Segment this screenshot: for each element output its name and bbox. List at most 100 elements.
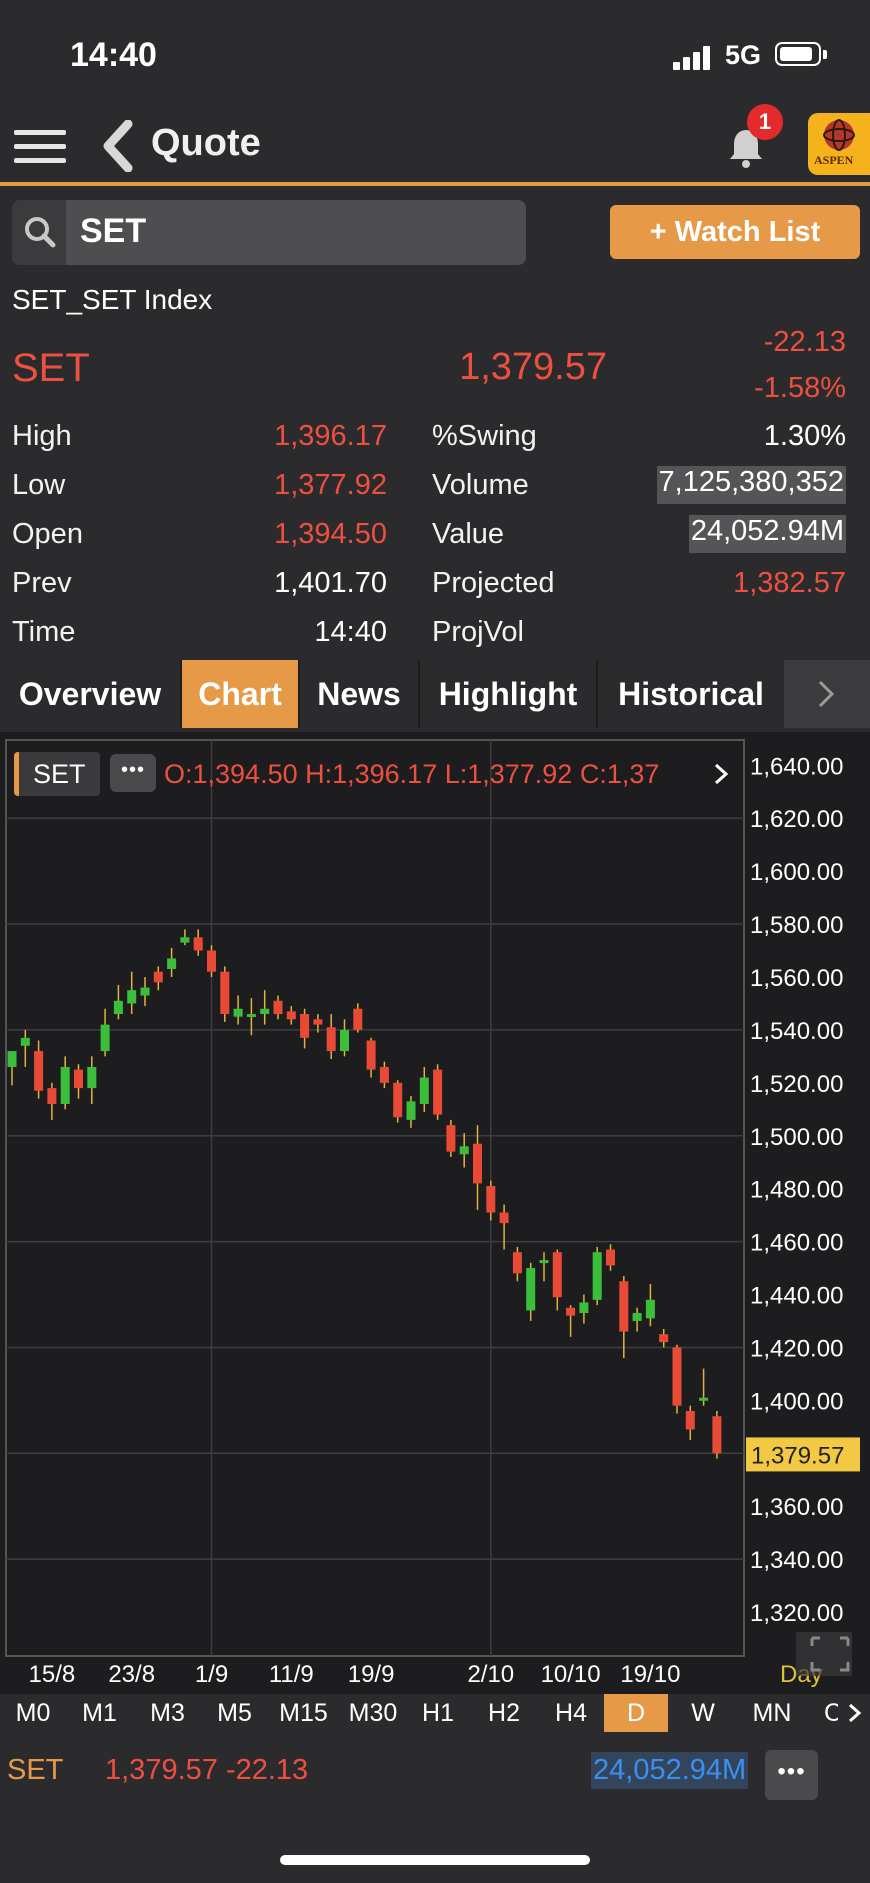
candle-body <box>393 1082 403 1118</box>
status-bar: 14:40 5G <box>0 0 870 110</box>
y-tick-label: 1,480.00 <box>750 1177 843 1204</box>
stat-label-projvol: ProjVol <box>432 616 524 648</box>
candle-body <box>60 1066 70 1104</box>
candle-body <box>220 971 230 1015</box>
x-tick-label: 19/9 <box>348 1661 395 1688</box>
x-tick-label: 1/9 <box>195 1661 228 1688</box>
plot-frame <box>5 739 745 1657</box>
candle-body <box>207 950 216 972</box>
candle-body <box>419 1077 429 1104</box>
candle-body <box>273 1000 283 1015</box>
stat-value-prev: 1,401.70 <box>274 567 387 599</box>
candle-body <box>366 1040 376 1070</box>
chart-legend-more-button[interactable]: ••• <box>110 754 156 792</box>
tab-bar: Overview Chart News Highlight Historical <box>0 660 870 728</box>
battery-tip <box>823 50 827 59</box>
period-m5[interactable]: M5 <box>217 1699 252 1727</box>
period-d[interactable]: D <box>604 1694 668 1732</box>
candle-body <box>34 1051 44 1091</box>
candle-body <box>672 1347 682 1406</box>
y-tick-label: 1,600.00 <box>750 859 843 886</box>
stat-value-projected: 1,382.57 <box>733 567 846 599</box>
symbol-label: SET <box>12 346 90 390</box>
stat-label-volume: Volume <box>432 469 529 501</box>
y-tick-label: 1,320.00 <box>750 1600 843 1627</box>
candle-body <box>552 1252 562 1298</box>
tab-historical[interactable]: Historical <box>598 660 784 728</box>
stat-value-high: 1,396.17 <box>274 420 387 452</box>
home-indicator[interactable] <box>280 1855 590 1865</box>
bell-icon[interactable] <box>722 124 770 172</box>
candle-body <box>619 1281 629 1332</box>
candle-body <box>499 1212 509 1224</box>
tabs-scroll-right[interactable] <box>784 660 870 728</box>
period-h4[interactable]: H4 <box>555 1699 587 1727</box>
candle-body <box>579 1302 589 1314</box>
y-tick-label: 1,620.00 <box>750 806 843 833</box>
x-tick-label: 19/10 <box>620 1661 680 1688</box>
candle-body <box>153 971 163 983</box>
tab-chart[interactable]: Chart <box>182 660 300 728</box>
stat-value-value: 24,052.94M <box>688 515 846 553</box>
stat-value-swing: 1.30% <box>763 420 846 452</box>
expand-icon[interactable] <box>796 1632 852 1676</box>
period-h1[interactable]: H1 <box>422 1699 454 1727</box>
candle-body <box>406 1101 416 1120</box>
stat-label-time: Time <box>12 616 76 648</box>
period-selector: M0 M1 M3 M5 M15 M30 H1 H2 H4 D W MN C <box>0 1694 870 1732</box>
candle-body <box>7 1051 17 1067</box>
price-chart[interactable]: 1,640.00 1,620.00 1,600.00 1,580.00 1,560.00… <box>0 732 870 1694</box>
period-w[interactable]: W <box>691 1699 715 1727</box>
y-tick-label: 1,400.00 <box>750 1388 843 1415</box>
candlestick-chart[interactable]: 1,640.00 1,620.00 1,600.00 1,580.00 1,560.00… <box>0 732 870 1694</box>
period-m30[interactable]: M30 <box>348 1699 398 1727</box>
period-m3[interactable]: M3 <box>150 1699 185 1727</box>
candle-body <box>74 1069 83 1089</box>
legend-scroll-right[interactable] <box>706 754 736 794</box>
last-price: 1,379.57 <box>459 346 607 388</box>
stat-label-low: Low <box>12 469 66 501</box>
period-c[interactable]: C <box>823 1699 843 1727</box>
nav-bar: Quote <box>0 110 870 186</box>
x-tick-label: 10/10 <box>541 1661 601 1688</box>
stat-value-low: 1,377.92 <box>274 469 387 501</box>
candle-body <box>127 990 137 1004</box>
candle-body <box>712 1416 722 1454</box>
period-mn[interactable]: MN <box>752 1699 792 1727</box>
period-h2[interactable]: H2 <box>488 1699 520 1727</box>
status-time: 14:40 <box>70 36 157 74</box>
stat-value-volume: 7,125,380,352 <box>656 466 846 504</box>
candle-body <box>526 1268 536 1311</box>
footer-more-button[interactable]: ••• <box>765 1750 818 1800</box>
watch-list-button[interactable]: + Watch List <box>610 205 860 259</box>
candle-body <box>685 1410 695 1430</box>
candle-body <box>246 1014 256 1018</box>
period-m1[interactable]: M1 <box>82 1699 117 1727</box>
x-tick-label: 2/10 <box>467 1661 514 1688</box>
footer-value: 24,052.94M <box>591 1752 749 1789</box>
candle-body <box>699 1397 709 1401</box>
chart-legend-symbol[interactable]: SET <box>14 752 100 796</box>
back-chevron-icon[interactable] <box>100 120 136 172</box>
menu-icon[interactable] <box>14 124 66 168</box>
candle-body <box>446 1125 456 1152</box>
symbol-search-field[interactable]: SET <box>12 200 526 265</box>
periods-scroll-right[interactable] <box>838 1694 870 1732</box>
candle-body <box>473 1143 482 1184</box>
candle-body <box>87 1066 97 1089</box>
y-tick-label: 1,420.00 <box>750 1335 843 1362</box>
candle-body <box>606 1249 615 1266</box>
candle-body <box>100 1024 110 1052</box>
tab-highlight[interactable]: Highlight <box>420 660 598 728</box>
y-tick-label: 1,640.00 <box>750 753 843 780</box>
period-m15[interactable]: M15 <box>279 1699 328 1727</box>
candle-body <box>167 958 177 970</box>
candle-body <box>512 1252 522 1274</box>
tab-overview[interactable]: Overview <box>0 660 182 728</box>
period-m0[interactable]: M0 <box>15 1699 51 1727</box>
tab-news[interactable]: News <box>300 660 420 728</box>
candle-body <box>113 1000 123 1015</box>
aspen-logo[interactable]: ASPEN <box>808 113 870 175</box>
footer-symbol: SET <box>7 1754 64 1786</box>
candle-body <box>20 1037 30 1046</box>
